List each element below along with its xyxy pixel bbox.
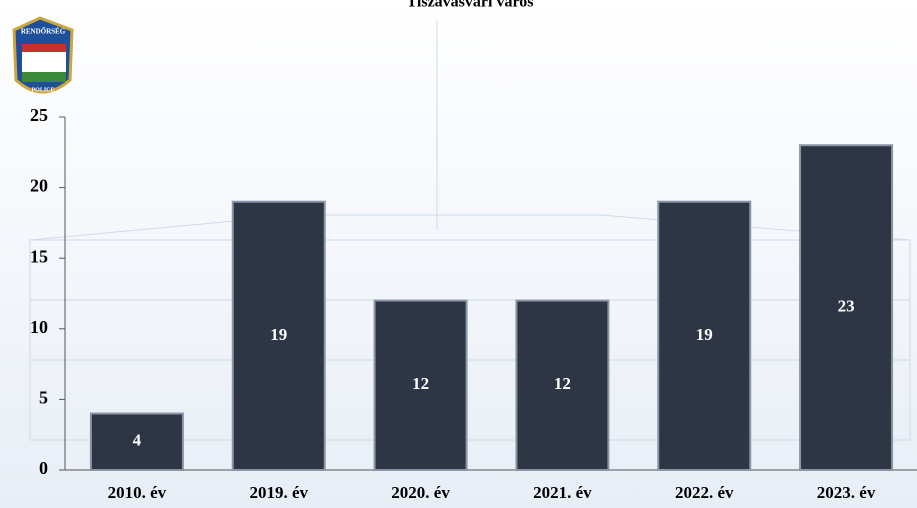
y-tick-label: 20	[30, 176, 48, 196]
x-tick-label: 2023. év	[817, 483, 876, 502]
y-tick-label: 10	[30, 317, 48, 337]
logo-band	[22, 44, 66, 52]
chart-title: Tiszavasvári város	[407, 0, 534, 11]
value-label: 12	[412, 374, 429, 393]
building-watermark	[29, 20, 911, 441]
y-tick-label: 15	[30, 246, 48, 266]
bar	[231, 200, 326, 471]
x-tick-label: 2019. év	[249, 483, 308, 502]
logo: RENDŐRSÉG POLICE	[12, 16, 74, 93]
x-tick-label: 2010. év	[108, 483, 167, 502]
y-tick-label: 5	[39, 388, 48, 408]
x-tick-label: 2022. év	[675, 483, 734, 502]
logo-text: POLICE	[31, 87, 54, 93]
y-tick-label: 25	[30, 105, 48, 125]
bar	[515, 299, 610, 471]
bar	[89, 412, 184, 471]
logo-text: RENDŐRSÉG	[21, 28, 66, 36]
y-tick-label: 0	[39, 458, 48, 478]
value-label: 23	[838, 297, 855, 316]
logo-band	[22, 72, 66, 82]
x-tick-label: 2020. év	[391, 483, 450, 502]
bar	[657, 200, 752, 471]
bar	[373, 299, 468, 471]
value-label: 19	[696, 325, 713, 344]
x-tick-label: 2021. év	[533, 483, 592, 502]
value-label: 19	[270, 325, 287, 344]
value-label: 4	[133, 431, 142, 450]
logo-band	[22, 52, 66, 72]
value-label: 12	[554, 374, 571, 393]
bar	[799, 144, 894, 472]
